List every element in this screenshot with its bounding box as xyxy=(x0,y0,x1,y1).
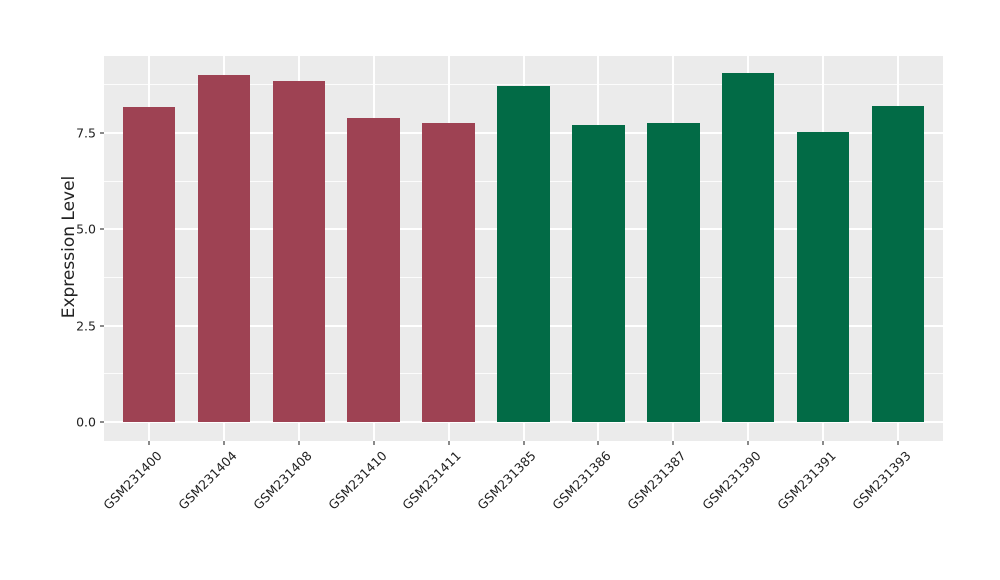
y-axis-title-text: Expression Level xyxy=(59,175,79,319)
x-tick-label: GSM231387 xyxy=(624,448,689,513)
x-tick-label: GSM231410 xyxy=(324,448,390,513)
x-tick-mark xyxy=(447,441,450,445)
x-tick-mark xyxy=(897,441,900,445)
plot-panel xyxy=(104,56,943,441)
y-tick-label: 0.0 xyxy=(76,414,96,430)
x-tick-label: GSM231400 xyxy=(100,448,165,513)
x-tick-label: GSM231385 xyxy=(474,448,540,513)
y-tick-mark xyxy=(100,228,104,231)
bar xyxy=(871,105,925,422)
y-tick-mark xyxy=(100,324,104,327)
bar xyxy=(497,85,550,422)
bar xyxy=(272,81,325,422)
bar xyxy=(422,123,475,422)
x-tick-mark xyxy=(747,441,750,445)
bar xyxy=(122,106,176,422)
y-tick-label: 2.5 xyxy=(76,318,96,333)
y-tick-label: 5.0 xyxy=(76,221,96,237)
x-tick-label: GSM231390 xyxy=(699,448,764,513)
bar xyxy=(796,131,850,422)
y-tick-mark xyxy=(100,132,104,134)
x-tick-label: GSM231404 xyxy=(175,448,240,513)
bar xyxy=(347,117,400,422)
x-tick-label: GSM231386 xyxy=(549,448,615,513)
bar xyxy=(722,73,775,422)
x-tick-label: GSM231391 xyxy=(774,448,839,513)
x-tick-label: GSM231393 xyxy=(849,448,914,513)
bar xyxy=(572,125,625,422)
bar xyxy=(197,75,251,422)
x-tick-mark xyxy=(297,441,300,445)
x-tick-mark xyxy=(822,441,825,445)
x-tick-mark xyxy=(672,441,675,445)
bar xyxy=(647,122,700,422)
x-tick-label: GSM231408 xyxy=(249,448,315,513)
y-tick-label: 7.5 xyxy=(76,125,96,141)
y-tick-mark xyxy=(100,420,104,423)
x-tick-mark xyxy=(522,441,525,445)
x-tick-mark xyxy=(372,441,375,445)
x-tick-mark xyxy=(222,441,225,445)
x-tick-mark xyxy=(597,441,600,445)
x-tick-label: GSM231411 xyxy=(399,448,465,513)
x-tick-mark xyxy=(147,441,150,445)
